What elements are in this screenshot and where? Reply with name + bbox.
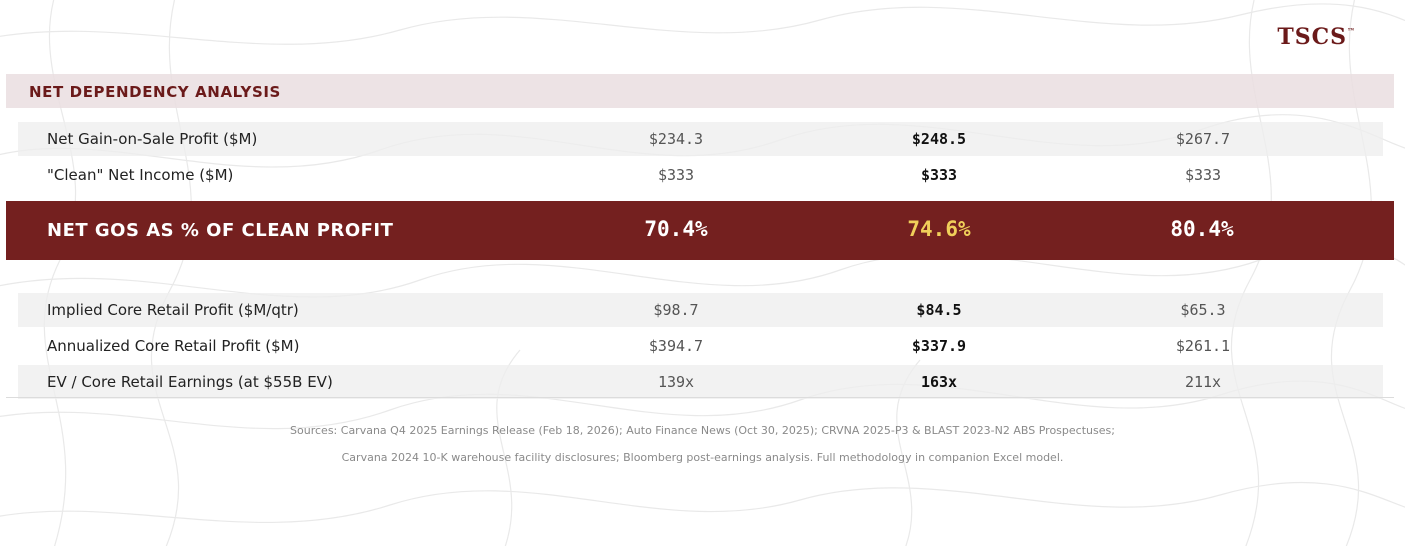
trademark-mark: ™ [1347,26,1355,36]
row-value-col2: $248.5 [911,130,967,148]
section-title: NET DEPENDENCY ANALYSIS [29,83,281,101]
row-value-col1: $98.7 [653,301,699,319]
highlight-row-net-gos-pct: NET GOS AS % OF CLEAN PROFIT 70.4% 74.6%… [6,201,1394,260]
row-label: Annualized Core Retail Profit ($M) [47,337,300,355]
section-header: NET DEPENDENCY ANALYSIS [6,74,1394,108]
row-value-col1: 139x [657,373,695,391]
sources-line-2: Carvana 2024 10-K warehouse facility dis… [341,451,1064,464]
highlight-label: NET GOS AS % OF CLEAN PROFIT [47,220,394,241]
row-value-col2: 163x [920,373,958,391]
divider [6,397,1394,398]
table-row-ev-core-retail-earnings: EV / Core Retail Earnings (at $55B EV) 1… [18,365,1383,399]
row-value-col1: $333 [657,166,695,184]
row-value-col3: $333 [1184,166,1222,184]
row-label: EV / Core Retail Earnings (at $55B EV) [47,373,333,391]
row-value-col2: $337.9 [911,337,967,355]
row-value-col1: $394.7 [648,337,704,355]
row-value-col2: $84.5 [916,301,962,319]
table-row-net-gos-profit: Net Gain-on-Sale Profit ($M) $234.3 $248… [18,122,1383,156]
row-label: Net Gain-on-Sale Profit ($M) [47,130,258,148]
row-value-col3: $267.7 [1175,130,1231,148]
row-value-col3: $261.1 [1175,337,1231,355]
row-value-col3: $65.3 [1180,301,1226,319]
tscs-logo: TSCS™ [1277,24,1355,50]
row-label: "Clean" Net Income ($M) [47,166,234,184]
highlight-value-col1: 70.4% [644,217,708,241]
sources-line-1: Sources: Carvana Q4 2025 Earnings Releas… [290,424,1115,437]
table-row-clean-net-income: "Clean" Net Income ($M) $333 $333 $333 [18,158,1383,192]
table-row-annualized-core-retail: Annualized Core Retail Profit ($M) $394.… [18,329,1383,363]
highlight-value-col3: 80.4% [1170,217,1234,241]
row-value-col3: 211x [1184,373,1222,391]
table-row-implied-core-retail: Implied Core Retail Profit ($M/qtr) $98.… [18,293,1383,327]
logo-text: TSCS [1277,24,1347,50]
row-label: Implied Core Retail Profit ($M/qtr) [47,301,299,319]
row-value-col2: $333 [920,166,958,184]
highlight-value-col2: 74.6% [907,217,971,241]
row-value-col1: $234.3 [648,130,704,148]
